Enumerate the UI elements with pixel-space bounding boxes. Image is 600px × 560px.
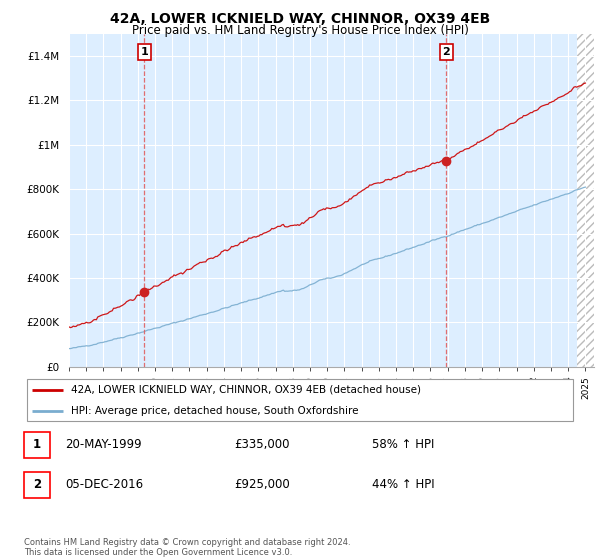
Text: £925,000: £925,000 [234, 478, 290, 491]
Text: 1: 1 [33, 438, 41, 451]
Text: 2: 2 [442, 47, 450, 57]
FancyBboxPatch shape [24, 472, 50, 498]
Text: £335,000: £335,000 [234, 438, 289, 451]
Bar [577, 34, 600, 367]
Text: HPI: Average price, detached house, South Oxfordshire: HPI: Average price, detached house, Sout… [71, 407, 358, 416]
Text: 20-MAY-1999: 20-MAY-1999 [65, 438, 142, 451]
FancyBboxPatch shape [24, 432, 50, 458]
Text: 05-DEC-2016: 05-DEC-2016 [65, 478, 143, 491]
Text: Price paid vs. HM Land Registry's House Price Index (HPI): Price paid vs. HM Land Registry's House … [131, 24, 469, 36]
Text: 2: 2 [33, 478, 41, 491]
FancyBboxPatch shape [27, 379, 573, 421]
Text: 44% ↑ HPI: 44% ↑ HPI [372, 478, 434, 491]
Text: 42A, LOWER ICKNIELD WAY, CHINNOR, OX39 4EB: 42A, LOWER ICKNIELD WAY, CHINNOR, OX39 4… [110, 12, 490, 26]
Text: Contains HM Land Registry data © Crown copyright and database right 2024.
This d: Contains HM Land Registry data © Crown c… [24, 538, 350, 557]
Text: 42A, LOWER ICKNIELD WAY, CHINNOR, OX39 4EB (detached house): 42A, LOWER ICKNIELD WAY, CHINNOR, OX39 4… [71, 385, 421, 395]
Text: 58% ↑ HPI: 58% ↑ HPI [372, 438, 434, 451]
Text: 1: 1 [140, 47, 148, 57]
